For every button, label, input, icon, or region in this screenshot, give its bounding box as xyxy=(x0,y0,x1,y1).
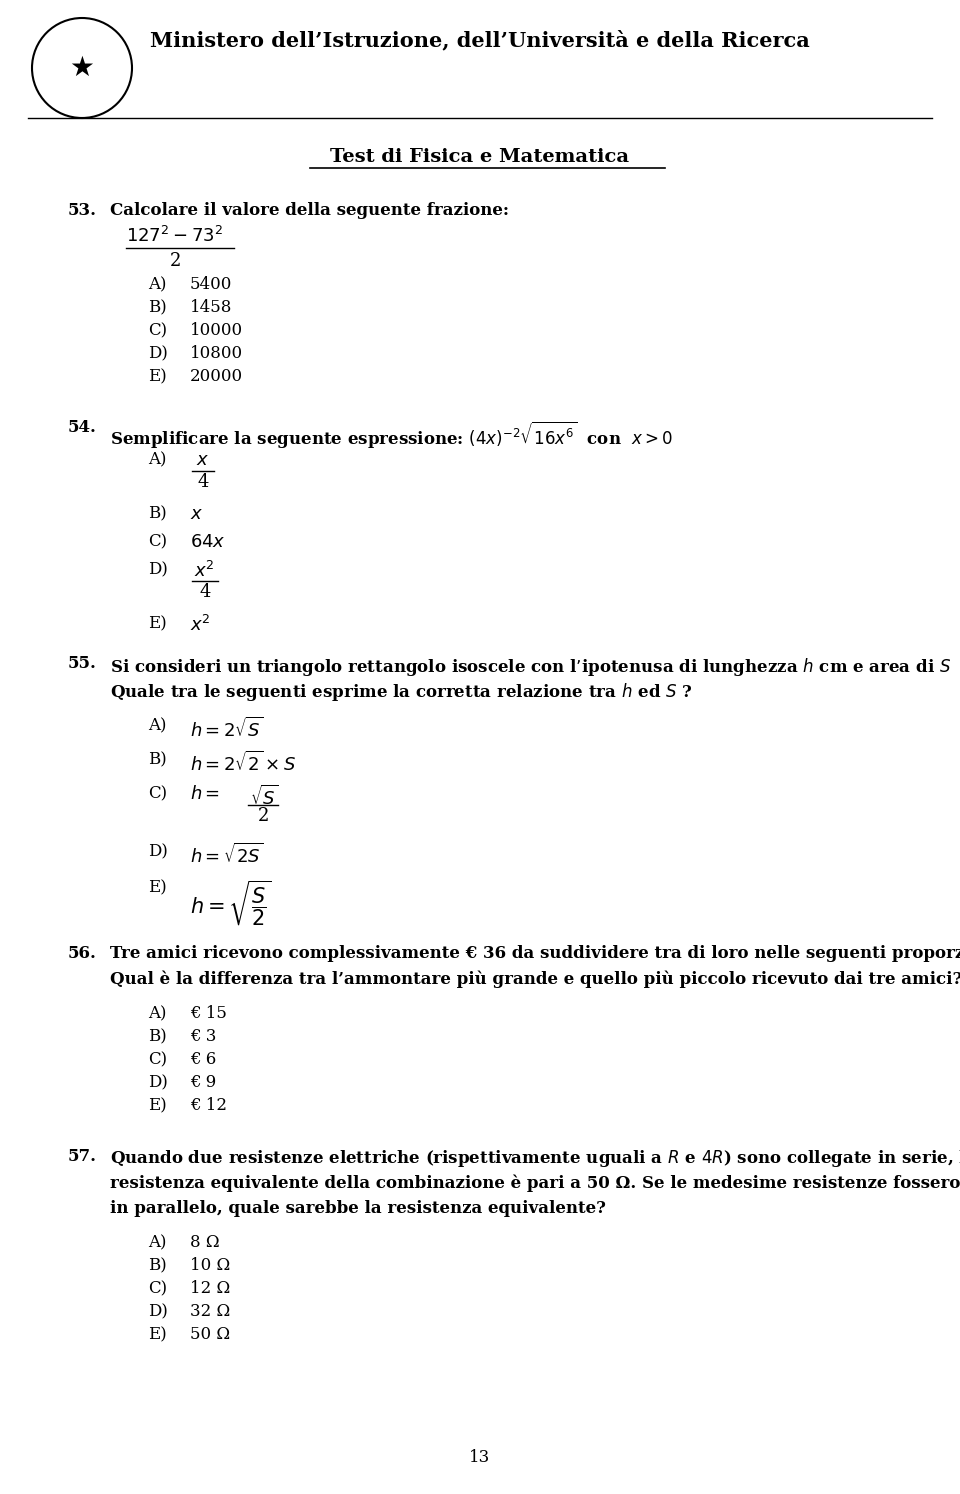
Text: $x^2$: $x^2$ xyxy=(194,562,215,581)
Text: C): C) xyxy=(148,323,167,339)
Text: B): B) xyxy=(148,1028,167,1044)
Text: 32 Ω: 32 Ω xyxy=(190,1303,230,1321)
Text: Qual è la differenza tra l’ammontare più grande e quello più piccolo ricevuto da: Qual è la differenza tra l’ammontare più… xyxy=(110,971,960,989)
Text: 10800: 10800 xyxy=(190,345,243,362)
Text: $127^2 - 73^2$: $127^2 - 73^2$ xyxy=(126,226,223,247)
Text: $h = 2\sqrt{2} \times S$: $h = 2\sqrt{2} \times S$ xyxy=(190,751,297,775)
Text: E): E) xyxy=(148,368,167,385)
Text: € 3: € 3 xyxy=(190,1028,216,1044)
Text: 2: 2 xyxy=(258,807,270,825)
Text: 57.: 57. xyxy=(68,1147,97,1165)
Text: 5400: 5400 xyxy=(190,276,232,293)
Text: B): B) xyxy=(148,299,167,317)
Text: Semplificare la seguente espressione: $(4x)^{-2}\sqrt{16x^6}$  con  $x > 0$: Semplificare la seguente espressione: $(… xyxy=(110,418,673,450)
Text: 55.: 55. xyxy=(68,654,97,672)
Text: D): D) xyxy=(148,562,168,578)
Text: $h = 2\sqrt{S}$: $h = 2\sqrt{S}$ xyxy=(190,717,263,741)
Text: 54.: 54. xyxy=(68,418,97,436)
Text: Quale tra le seguenti esprime la corretta relazione tra $h$ ed $S$ ?: Quale tra le seguenti esprime la corrett… xyxy=(110,681,693,704)
Text: A): A) xyxy=(148,276,166,293)
Text: Tre amici ricevono complessivamente € 36 da suddividere tra di loro nelle seguen: Tre amici ricevono complessivamente € 36… xyxy=(110,946,960,962)
Text: $x$: $x$ xyxy=(196,451,209,469)
Text: $h = $: $h = $ xyxy=(190,784,220,802)
Text: Ministero dell’Istruzione, dell’Università e della Ricerca: Ministero dell’Istruzione, dell’Universi… xyxy=(150,30,810,51)
Text: ★: ★ xyxy=(69,54,94,82)
Text: $x^2$: $x^2$ xyxy=(190,616,210,635)
Text: € 9: € 9 xyxy=(190,1074,216,1091)
Text: $\sqrt{S}$: $\sqrt{S}$ xyxy=(250,784,278,810)
Text: D): D) xyxy=(148,1074,168,1091)
Text: 8 Ω: 8 Ω xyxy=(190,1234,220,1250)
Text: Si consideri un triangolo rettangolo isoscele con l’ipotenusa di lunghezza $h$ c: Si consideri un triangolo rettangolo iso… xyxy=(110,654,960,680)
Text: E): E) xyxy=(148,1327,167,1343)
Text: 4: 4 xyxy=(198,474,209,492)
Text: $x$: $x$ xyxy=(190,505,204,523)
Text: resistenza equivalente della combinazione è pari a 50 Ω. Se le medesime resisten: resistenza equivalente della combinazion… xyxy=(110,1174,960,1192)
Text: 4: 4 xyxy=(199,583,210,601)
Text: 13: 13 xyxy=(469,1449,491,1466)
Text: $h = \sqrt{2S}$: $h = \sqrt{2S}$ xyxy=(190,843,263,867)
Text: B): B) xyxy=(148,505,167,521)
Text: Test di Fisica e Matematica: Test di Fisica e Matematica xyxy=(330,148,630,166)
Text: D): D) xyxy=(148,843,168,861)
Text: $h = \sqrt{\dfrac{S}{2}}$: $h = \sqrt{\dfrac{S}{2}}$ xyxy=(190,878,272,928)
Text: 56.: 56. xyxy=(68,946,97,962)
Text: C): C) xyxy=(148,784,167,802)
Text: E): E) xyxy=(148,878,167,896)
Text: 12 Ω: 12 Ω xyxy=(190,1280,230,1297)
Text: E): E) xyxy=(148,616,167,632)
Text: $64x$: $64x$ xyxy=(190,533,226,551)
Text: Calcolare il valore della seguente frazione:: Calcolare il valore della seguente frazi… xyxy=(110,202,509,220)
Text: A): A) xyxy=(148,451,166,468)
Text: in parallelo, quale sarebbe la resistenza equivalente?: in parallelo, quale sarebbe la resistenz… xyxy=(110,1200,606,1218)
Text: € 15: € 15 xyxy=(190,1005,227,1022)
Text: B): B) xyxy=(148,1256,167,1274)
Text: D): D) xyxy=(148,345,168,362)
Text: 20000: 20000 xyxy=(190,368,243,385)
Text: € 6: € 6 xyxy=(190,1050,216,1068)
Text: C): C) xyxy=(148,533,167,550)
Text: D): D) xyxy=(148,1303,168,1321)
Text: € 12: € 12 xyxy=(190,1097,227,1115)
Text: E): E) xyxy=(148,1097,167,1115)
Text: A): A) xyxy=(148,717,166,734)
Text: 50 Ω: 50 Ω xyxy=(190,1327,230,1343)
Text: 10 Ω: 10 Ω xyxy=(190,1256,230,1274)
Text: B): B) xyxy=(148,751,167,768)
Text: 10000: 10000 xyxy=(190,323,243,339)
Text: 1458: 1458 xyxy=(190,299,232,317)
Text: Quando due resistenze elettriche (rispettivamente uguali a $R$ e $4R$) sono coll: Quando due resistenze elettriche (rispet… xyxy=(110,1147,960,1168)
Text: A): A) xyxy=(148,1234,166,1250)
Text: C): C) xyxy=(148,1280,167,1297)
Text: 53.: 53. xyxy=(68,202,97,220)
Text: 2: 2 xyxy=(170,252,181,270)
Text: A): A) xyxy=(148,1005,166,1022)
Text: C): C) xyxy=(148,1050,167,1068)
